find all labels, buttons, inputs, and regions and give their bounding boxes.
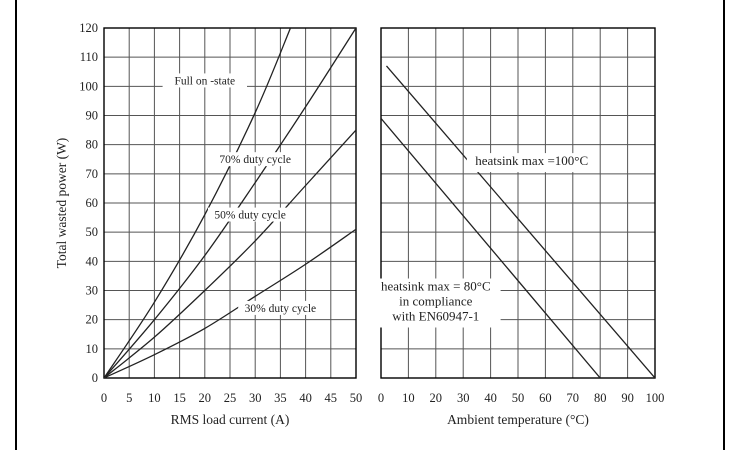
left-series-line-2: [104, 129, 356, 378]
right-x-tick-label: 10: [402, 391, 415, 405]
right-x-tick-label: 30: [457, 391, 470, 405]
left-annotation-d50: 50% duty cycle: [214, 210, 286, 222]
right-x-axis-label: Ambient temperature (°C): [447, 412, 589, 427]
left-y-tick-label: 0: [92, 371, 98, 385]
left-x-tick-label: 5: [126, 391, 132, 405]
left-y-tick-label: 100: [79, 79, 98, 93]
left-x-tick-label: 50: [350, 391, 363, 405]
left-chart-power-vs-current: 0 5 10 15 20 25 30 35 40 45 50 0 10 20 30 40 50 60 70 80 90 1…: [54, 21, 362, 427]
left-x-tick-label: 35: [274, 391, 287, 405]
left-y-tick-label: 120: [79, 21, 98, 35]
figure-frame: [15, 0, 725, 450]
left-y-tick-label: 60: [86, 196, 99, 210]
left-x-tick-label: 20: [199, 391, 212, 405]
right-x-tick-label: 100: [646, 391, 665, 405]
left-x-tick-label: 0: [101, 391, 107, 405]
left-y-tick-label: 50: [86, 225, 99, 239]
right-plot-frame: [380, 27, 656, 379]
left-x-tick-label: 45: [325, 391, 338, 405]
right-series-line-0: [385, 65, 655, 378]
right-annotation-hs80-line: with EN60947-1: [392, 309, 479, 324]
left-x-tick-label: 40: [299, 391, 312, 405]
right-annotation-hs100-line: heatsink max =100°C: [475, 153, 588, 168]
right-x-tick-label: 0: [378, 391, 384, 405]
left-y-tick-label: 90: [86, 109, 99, 123]
left-annotation-full: Full on -state: [174, 75, 235, 87]
right-annotation-hs80-line: in compliance: [399, 294, 473, 309]
right-chart-derating-vs-temperature: 0 10 20 30 40 50 60 70 80 90 100 Ambient temperatur…: [371, 27, 665, 427]
right-x-tick-label: 70: [567, 391, 580, 405]
left-y-tick-label: 30: [86, 284, 99, 298]
right-x-tick-label: 20: [430, 391, 443, 405]
right-x-tick-label: 60: [539, 391, 552, 405]
left-x-tick-label: 15: [173, 391, 186, 405]
right-x-tick-label: 80: [594, 391, 607, 405]
right-x-tick-label: 90: [621, 391, 634, 405]
left-x-tick-label: 25: [224, 391, 237, 405]
left-annotation-d30: 30% duty cycle: [245, 303, 317, 315]
left-x-tick-label: 10: [148, 391, 161, 405]
left-y-tick-label: 40: [86, 254, 99, 268]
left-annotation-bg: [207, 207, 293, 222]
left-series-line-0: [104, 28, 292, 378]
right-annotation-bg: [371, 278, 501, 328]
left-annotation-d70: 70% duty cycle: [219, 154, 291, 166]
left-series-line-3: [104, 228, 356, 378]
left-x-axis-label: RMS load current (A): [171, 412, 290, 427]
right-series-line-1: [381, 117, 601, 378]
left-y-tick-label: 80: [86, 138, 99, 152]
right-x-tick-label: 40: [484, 391, 497, 405]
left-y-tick-label: 20: [86, 313, 99, 327]
right-annotation-bg: [466, 153, 597, 173]
right-annotation-hs80-line: heatsink max = 80°C: [381, 279, 491, 294]
left-y-tick-label: 70: [86, 167, 99, 181]
left-x-tick-label: 30: [249, 391, 262, 405]
left-y-tick-label: 110: [80, 50, 98, 64]
left-y-axis-label: Total wasted power (W): [54, 138, 69, 269]
left-annotation-bg: [162, 73, 247, 88]
left-annotation-bg: [213, 152, 298, 167]
right-x-tick-label: 50: [512, 391, 525, 405]
left-plot-frame: [103, 27, 357, 379]
left-annotation-bg: [238, 300, 323, 315]
left-y-tick-label: 10: [86, 342, 99, 356]
